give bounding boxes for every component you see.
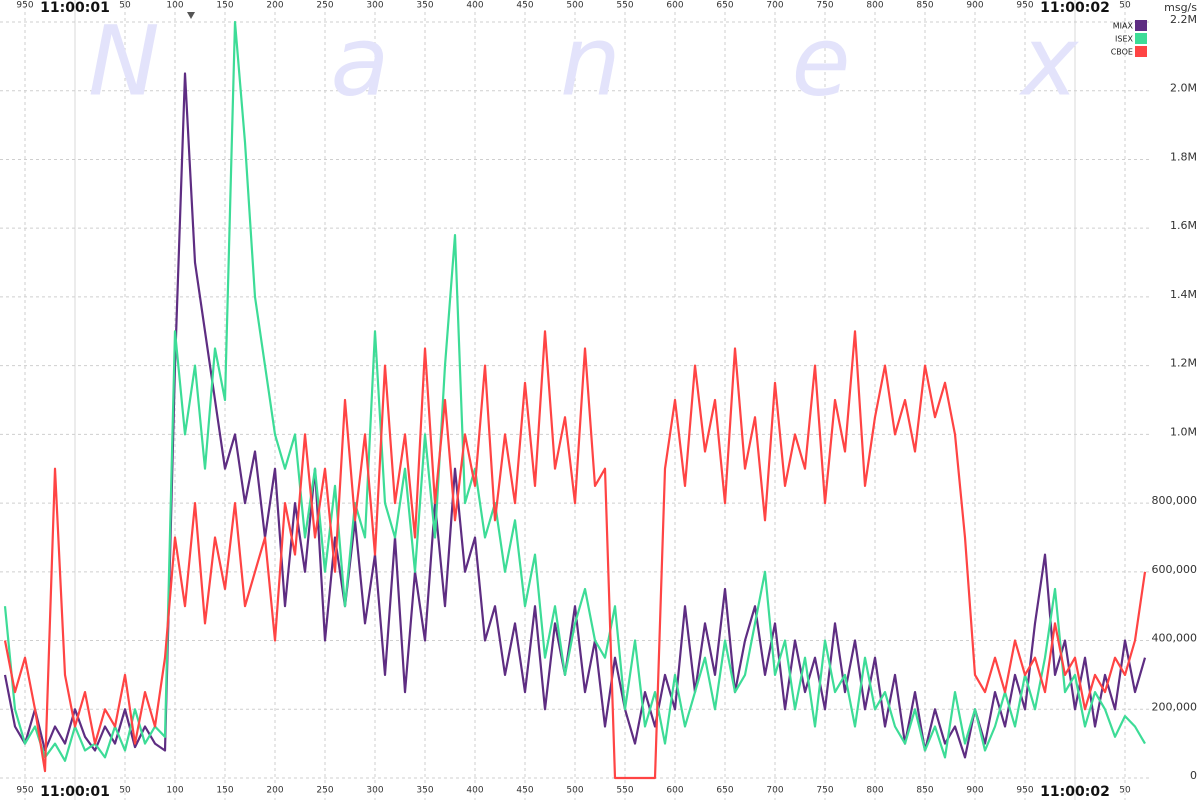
x-tick-label-bottom: 150 bbox=[216, 786, 233, 796]
event-marker bbox=[187, 12, 195, 19]
x-tick-label-bottom: 450 bbox=[516, 786, 533, 796]
x-tick-label-top: 150 bbox=[216, 1, 233, 11]
y-tick-label: 1.2M bbox=[1170, 357, 1197, 370]
y-tick-label: 600,000 bbox=[1152, 563, 1198, 576]
x-tick-label-top: 800 bbox=[866, 1, 883, 11]
y-tick-label: 1.6M bbox=[1170, 219, 1197, 232]
x-tick-label-bottom: 11:00:02 bbox=[1040, 784, 1110, 800]
x-tick-label-bottom: 11:00:01 bbox=[40, 784, 110, 800]
x-tick-label-bottom: 250 bbox=[316, 786, 333, 796]
x-tick-label-bottom: 850 bbox=[916, 786, 933, 796]
series-line bbox=[3, 72, 1147, 759]
x-tick-label-top: 50 bbox=[1119, 1, 1131, 11]
x-tick-label-top: 350 bbox=[416, 1, 433, 11]
x-tick-label-top: 11:00:02 bbox=[1040, 0, 1110, 16]
y-tick-label: 200,000 bbox=[1152, 700, 1198, 713]
x-tick-label-top: 900 bbox=[966, 1, 983, 11]
x-tick-label-top: 750 bbox=[816, 1, 833, 11]
x-tick-label-bottom: 700 bbox=[766, 786, 783, 796]
x-tick-label-bottom: 50 bbox=[119, 786, 131, 796]
x-tick-label-bottom: 950 bbox=[1016, 786, 1033, 796]
legend-label: CBOE bbox=[1111, 48, 1133, 57]
x-tick-label-top: 450 bbox=[516, 1, 533, 11]
y-tick-label: 400,000 bbox=[1152, 632, 1198, 645]
x-tick-label-top: 650 bbox=[716, 1, 733, 11]
x-tick-label-top: 100 bbox=[166, 1, 183, 11]
x-tick-label-bottom: 100 bbox=[166, 786, 183, 796]
x-tick-label-top: 700 bbox=[766, 1, 783, 11]
y-tick-label: 2.0M bbox=[1170, 82, 1197, 95]
x-tick-label-top: 600 bbox=[666, 1, 683, 11]
watermark: N a n e x bbox=[88, 5, 1079, 117]
axes: 950 950 11:00:01 11:00:01 50 50 100 100 150 150 20… bbox=[16, 0, 1197, 800]
x-tick-label-bottom: 200 bbox=[266, 786, 283, 796]
x-tick-label-top: 950 bbox=[1016, 1, 1033, 11]
legend-swatch bbox=[1135, 46, 1147, 57]
series-line bbox=[3, 330, 1147, 780]
x-tick-label-bottom: 650 bbox=[716, 786, 733, 796]
plot bbox=[3, 20, 1147, 780]
y-tick-label: 0 bbox=[1190, 769, 1197, 782]
series-line bbox=[3, 20, 1146, 762]
y-tick-label: 1.0M bbox=[1170, 425, 1197, 438]
y-tick-label: 1.4M bbox=[1170, 288, 1197, 301]
legend-label: ISEX bbox=[1115, 35, 1133, 44]
y-tick-label: 1.8M bbox=[1170, 150, 1197, 163]
x-tick-label-top: 400 bbox=[466, 1, 483, 11]
x-tick-label-top: 300 bbox=[366, 1, 383, 11]
x-tick-label-top: 50 bbox=[119, 1, 131, 11]
x-tick-label-bottom: 900 bbox=[966, 786, 983, 796]
x-tick-label-bottom: 350 bbox=[416, 786, 433, 796]
x-tick-label-top: 850 bbox=[916, 1, 933, 11]
x-tick-label-bottom: 500 bbox=[566, 786, 583, 796]
y-tick-label: 2.2M bbox=[1170, 13, 1197, 26]
x-tick-label-bottom: 950 bbox=[16, 786, 33, 796]
legend-swatch bbox=[1135, 33, 1147, 44]
x-tick-label-top: 200 bbox=[266, 1, 283, 11]
x-tick-label-bottom: 300 bbox=[366, 786, 383, 796]
x-tick-label-top: 250 bbox=[316, 1, 333, 11]
x-tick-label-bottom: 600 bbox=[666, 786, 683, 796]
x-tick-label-bottom: 550 bbox=[616, 786, 633, 796]
x-tick-label-top: 11:00:01 bbox=[40, 0, 110, 16]
x-tick-label-bottom: 800 bbox=[866, 786, 883, 796]
x-tick-label-bottom: 400 bbox=[466, 786, 483, 796]
x-tick-label-bottom: 50 bbox=[1119, 786, 1131, 796]
legend: MIAX ISEX CBOE bbox=[1111, 20, 1147, 57]
x-tick-label-bottom: 750 bbox=[816, 786, 833, 796]
legend-label: MIAX bbox=[1113, 22, 1134, 31]
x-tick-label-top: 950 bbox=[16, 1, 33, 11]
x-tick-label-top: 500 bbox=[566, 1, 583, 11]
y-tick-label: 800,000 bbox=[1152, 494, 1198, 507]
x-tick-label-top: 550 bbox=[616, 1, 633, 11]
legend-swatch bbox=[1135, 20, 1147, 31]
y-axis-label: msg/s bbox=[1164, 1, 1197, 14]
